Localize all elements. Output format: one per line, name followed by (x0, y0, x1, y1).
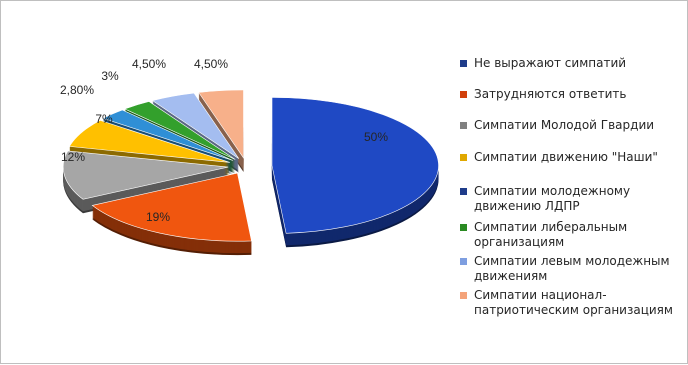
pie-label-layer: 50% 19% 12% 7% 2,80% 3% 4,50% 4,50% (60, 57, 388, 224)
pie-value-label: 12% (61, 150, 85, 164)
pie-value-label: 50% (364, 130, 388, 144)
pie-slice (198, 89, 244, 159)
pie-value-label: 7% (95, 112, 113, 126)
legend-label: Симпатии молодежному движению ЛДПР (474, 184, 631, 213)
pie-slice (62, 150, 229, 200)
pie-top-layer (62, 89, 439, 242)
legend-label: Затрудняются ответить (474, 87, 627, 101)
legend-label: Не выражают симпатий (474, 56, 627, 70)
pie-slice (124, 101, 236, 160)
pie-slice (69, 120, 230, 163)
legend-swatch (460, 292, 467, 299)
pie-value-label: 4,50% (194, 57, 228, 71)
pie-slice (91, 172, 252, 242)
legend-swatch (460, 122, 467, 129)
legend-swatch (460, 188, 467, 195)
legend-swatch (460, 224, 467, 231)
legend-swatch (460, 258, 467, 265)
legend-swatch (460, 91, 467, 98)
pie-value-label: 19% (146, 210, 170, 224)
pie-value-label: 2,80% (60, 83, 94, 97)
pie-value-label: 3% (101, 69, 119, 83)
legend-label: Симпатии движению "Наши" (474, 150, 658, 164)
legend-label: Симпатии либеральным организациям (474, 220, 628, 249)
legend-swatch (460, 60, 467, 67)
legend-swatch (460, 154, 467, 161)
pie-slice (102, 109, 233, 161)
legend-label: Симпатии национал-патриотическим организ… (474, 288, 673, 317)
pie-slice (151, 92, 240, 159)
legend-label: Симпатии Молодой Гвардии (474, 118, 655, 132)
pie-slice (271, 97, 439, 234)
legend-label: Симпатии левым молодежным движениям (474, 254, 670, 283)
pie-value-label: 4,50% (132, 57, 166, 71)
